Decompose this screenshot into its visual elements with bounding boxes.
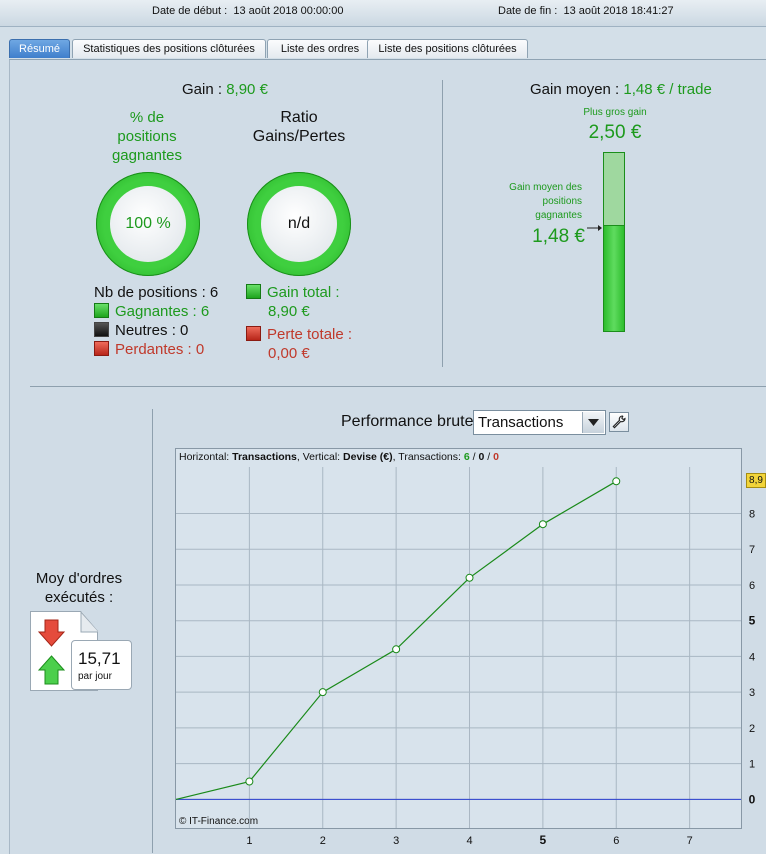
performance-title: Performance brute — [341, 413, 474, 430]
gain-total: Gain total : 8,90 € — [246, 283, 340, 321]
black-legend-square — [94, 322, 109, 337]
x-tick-label: 7 — [687, 835, 693, 847]
data-point — [318, 688, 327, 697]
x-tick-label: 2 — [320, 835, 326, 847]
column-divider — [152, 409, 153, 853]
data-point — [612, 477, 621, 486]
red-legend-square — [246, 326, 261, 341]
chevron-down-icon[interactable] — [582, 412, 604, 433]
chart-copyright: © IT-Finance.com — [179, 816, 259, 827]
orders-value: 15,71 — [78, 649, 121, 668]
winners-count: Gagnantes : 6 — [94, 302, 218, 321]
avg-gain-bar-fill — [604, 224, 624, 331]
win-pct-gauge: 100 % — [96, 172, 200, 276]
ratio-value: n/d — [261, 186, 337, 262]
tab-resume[interactable]: Résumé — [9, 39, 70, 58]
y-tick-label: 3 — [749, 687, 755, 699]
orders-per-day-card: 15,71 par jour — [71, 640, 132, 690]
green-legend-square — [94, 303, 109, 318]
orders-unit: par jour — [78, 671, 112, 682]
end-date: Date de fin : 13 août 2018 18:41:27 — [498, 5, 674, 17]
positions-counts: Nb de positions : 6 Gagnantes : 6 Neutre… — [94, 283, 218, 359]
x-tick-label: 3 — [393, 835, 399, 847]
green-legend-square — [246, 284, 261, 299]
avg-gain-bar — [603, 152, 625, 332]
y-tick-label: 1 — [749, 759, 755, 771]
gain-line: Gain : 8,90 € — [182, 81, 268, 98]
ratio-gauge: n/d — [247, 172, 351, 276]
sell-arrow-icon — [37, 619, 66, 647]
section-divider — [30, 386, 766, 387]
avg-winning-label: Gain moyen des positions gagnantes — [509, 182, 582, 221]
red-legend-square — [94, 341, 109, 356]
performance-chart: Horizontal: Transactions, Vertical: Devi… — [175, 448, 742, 829]
x-tick-label: 4 — [466, 835, 472, 847]
win-pct-value: 100 % — [110, 186, 186, 262]
buy-arrow-icon — [37, 655, 66, 685]
y-tick-label: 0 — [749, 792, 756, 806]
avg-winning-value: 1,48 € — [532, 226, 585, 247]
perte-totale: Perte totale : 0,00 € — [246, 325, 352, 363]
x-tick-label: 6 — [613, 835, 619, 847]
start-date: Date de début : 13 août 2018 00:00:00 — [152, 5, 344, 17]
settings-wrench-button[interactable] — [609, 412, 629, 432]
y-tick-label: 5 — [749, 614, 756, 628]
y-tick-label: 2 — [749, 723, 755, 735]
x-tick-label: 5 — [540, 833, 547, 847]
x-tick-label: 1 — [246, 835, 252, 847]
nb-positions: Nb de positions : 6 — [94, 284, 219, 301]
column-divider — [442, 80, 443, 367]
data-point — [538, 520, 547, 529]
tab-closed-positions[interactable]: Liste des positions clôturées — [367, 39, 528, 58]
avg-gain-line: Gain moyen : 1,48 € / trade — [530, 81, 712, 98]
max-gain-label: Plus gros gain — [583, 107, 647, 118]
y-tick-label: 8 — [749, 508, 755, 520]
ratio-title: Ratio Gains/Pertes — [252, 109, 346, 145]
data-point — [245, 777, 254, 786]
neutral-count: Neutres : 0 — [94, 321, 218, 340]
date-range-bar: Date de début : 13 août 2018 00:00:00 Da… — [0, 0, 766, 27]
y-tick-label: 4 — [749, 651, 755, 663]
wrench-icon — [612, 415, 626, 429]
losers-count: Perdantes : 0 — [94, 340, 218, 359]
chart-info: Horizontal: Transactions, Vertical: Devi… — [179, 451, 499, 463]
win-pct-title: % de positions gagnantes — [111, 109, 183, 164]
tab-orders-list[interactable]: Liste des ordres — [267, 39, 373, 58]
y-tick-label: 7 — [749, 544, 755, 556]
y-tick-label: 6 — [749, 580, 755, 592]
max-gain-value: 2,50 € — [588, 122, 642, 143]
data-point — [465, 573, 474, 582]
last-value-badge: 8,9 — [746, 473, 766, 488]
orders-title: Moy d'ordres exécutés : — [35, 570, 123, 606]
arrow-right-icon — [587, 220, 602, 231]
tab-closed-stats[interactable]: Statistiques des positions clôturées — [72, 39, 266, 58]
data-point — [392, 645, 401, 654]
x-axis-select[interactable]: Transactions — [473, 410, 606, 435]
